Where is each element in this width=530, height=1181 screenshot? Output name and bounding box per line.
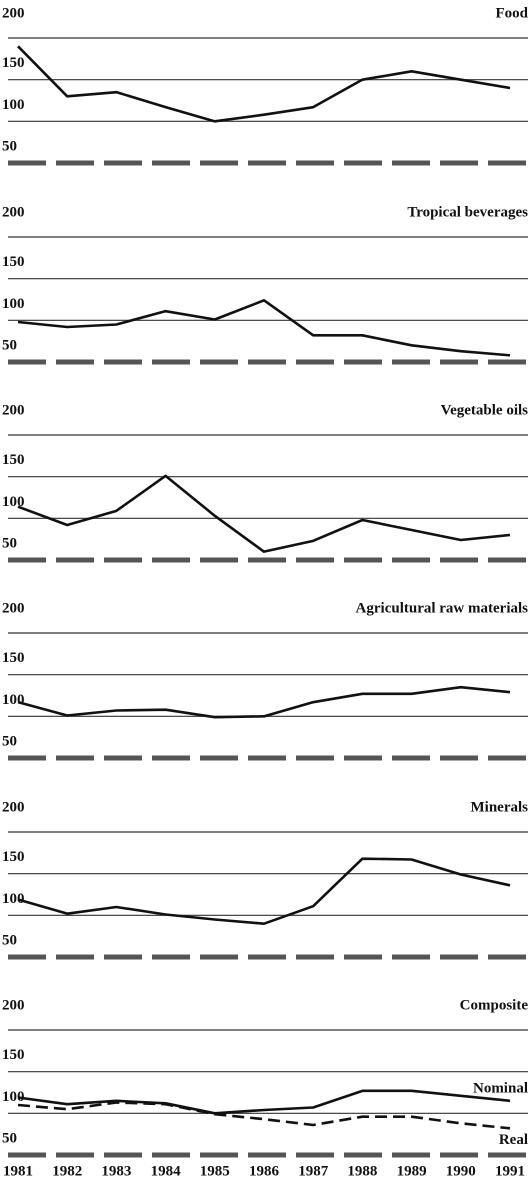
y-tick-label: 200 xyxy=(2,402,25,418)
x-tick-label: 1986 xyxy=(249,1163,280,1179)
y-tick-label: 100 xyxy=(2,692,25,708)
y-tick-label: 200 xyxy=(2,799,25,815)
line xyxy=(17,45,511,123)
x-tick-label: 1984 xyxy=(151,1163,182,1179)
y-tick-label: 100 xyxy=(2,296,25,312)
panel-title: Composite xyxy=(460,997,529,1013)
panel-title: Tropical beverages xyxy=(407,204,528,220)
x-tick-label: 1990 xyxy=(446,1163,476,1179)
line xyxy=(17,685,511,719)
y-tick-label: 200 xyxy=(2,997,25,1013)
y-tick-label: 150 xyxy=(2,254,25,270)
y-tick-label: 150 xyxy=(2,650,25,666)
y-tick-label: 200 xyxy=(2,204,25,220)
y-tick-label: 50 xyxy=(2,1130,17,1146)
y-tick-label: 200 xyxy=(2,600,25,616)
panel-title: Food xyxy=(495,5,528,21)
y-tick-label: 50 xyxy=(2,535,17,551)
y-tick-label: 100 xyxy=(2,891,25,907)
x-tick-label: 1987 xyxy=(298,1163,329,1179)
y-tick-label: 150 xyxy=(2,55,25,71)
y-tick-label: 150 xyxy=(2,452,25,468)
x-tick-label: 1983 xyxy=(101,1163,131,1179)
y-tick-label: 150 xyxy=(2,849,25,865)
line xyxy=(17,857,511,925)
panel-title: Minerals xyxy=(471,799,529,815)
series-line xyxy=(17,1101,511,1130)
line xyxy=(17,299,511,357)
y-tick-label: 150 xyxy=(2,1047,25,1063)
y-tick-label: 50 xyxy=(2,138,17,154)
x-tick-label: 1981 xyxy=(3,1163,33,1179)
panel-title: Agricultural raw materials xyxy=(356,600,529,616)
y-tick-label: 50 xyxy=(2,733,17,749)
y-tick-label: 100 xyxy=(2,1089,25,1105)
panel-title: Vegetable oils xyxy=(441,402,529,418)
x-tick-label: 1982 xyxy=(52,1163,82,1179)
x-tick-label: 1991 xyxy=(495,1163,525,1179)
x-tick-label: 1985 xyxy=(200,1163,230,1179)
series-label: Nominal xyxy=(473,1080,528,1096)
y-tick-label: 200 xyxy=(2,5,25,21)
y-tick-label: 50 xyxy=(2,932,17,948)
x-tick-label: 1988 xyxy=(347,1163,377,1179)
y-tick-label: 100 xyxy=(2,97,25,113)
line xyxy=(17,474,511,553)
y-tick-label: 50 xyxy=(2,337,17,353)
series-line xyxy=(17,1089,511,1115)
series-label: Real xyxy=(499,1132,528,1148)
x-tick-label: 1989 xyxy=(397,1163,427,1179)
